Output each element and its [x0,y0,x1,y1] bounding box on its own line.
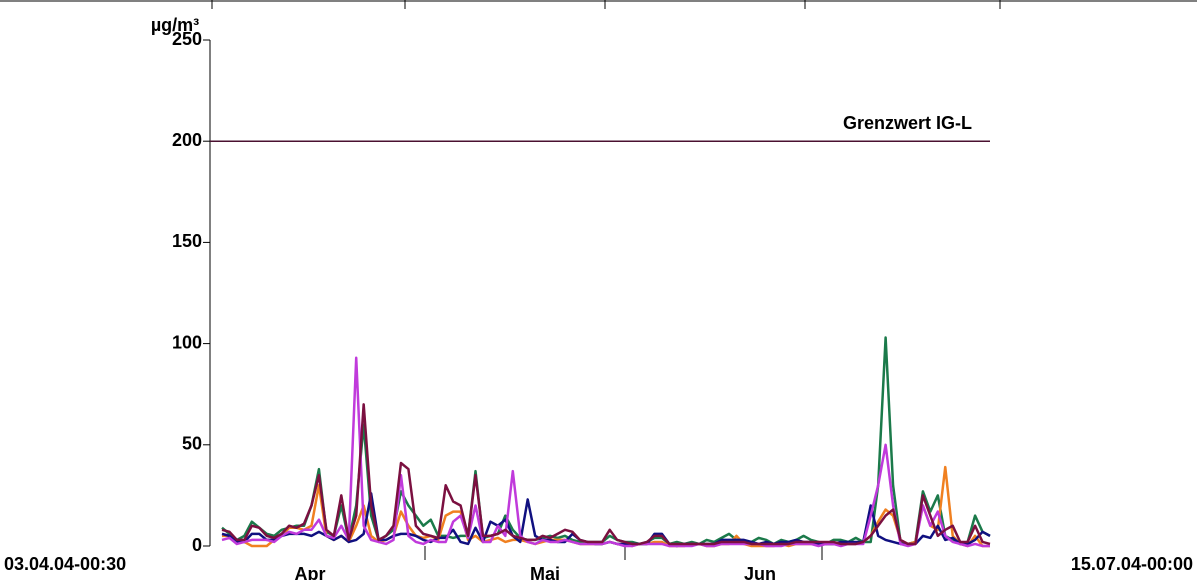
y-tick-label: 0 [192,535,202,555]
x-tick-label: Apr [295,564,326,580]
y-tick-label: 100 [172,332,202,352]
y-axis-label: µg/m³ [151,15,199,35]
threshold-label: Grenzwert IG-L [843,113,972,133]
y-tick-label: 200 [172,130,202,150]
x-tick-label: Mai [530,564,560,580]
x-tick-label: Jun [744,564,776,580]
y-tick-label: 50 [182,434,202,454]
series-line [221,356,990,548]
y-tick-label: 250 [172,29,202,49]
header-frame [0,0,1197,9]
x-start-label: 03.04.04-00:30 [4,554,126,574]
series-line [221,403,991,546]
y-tick-label: 150 [172,231,202,251]
x-end-label: 15.07.04-00:00 [1071,554,1193,574]
